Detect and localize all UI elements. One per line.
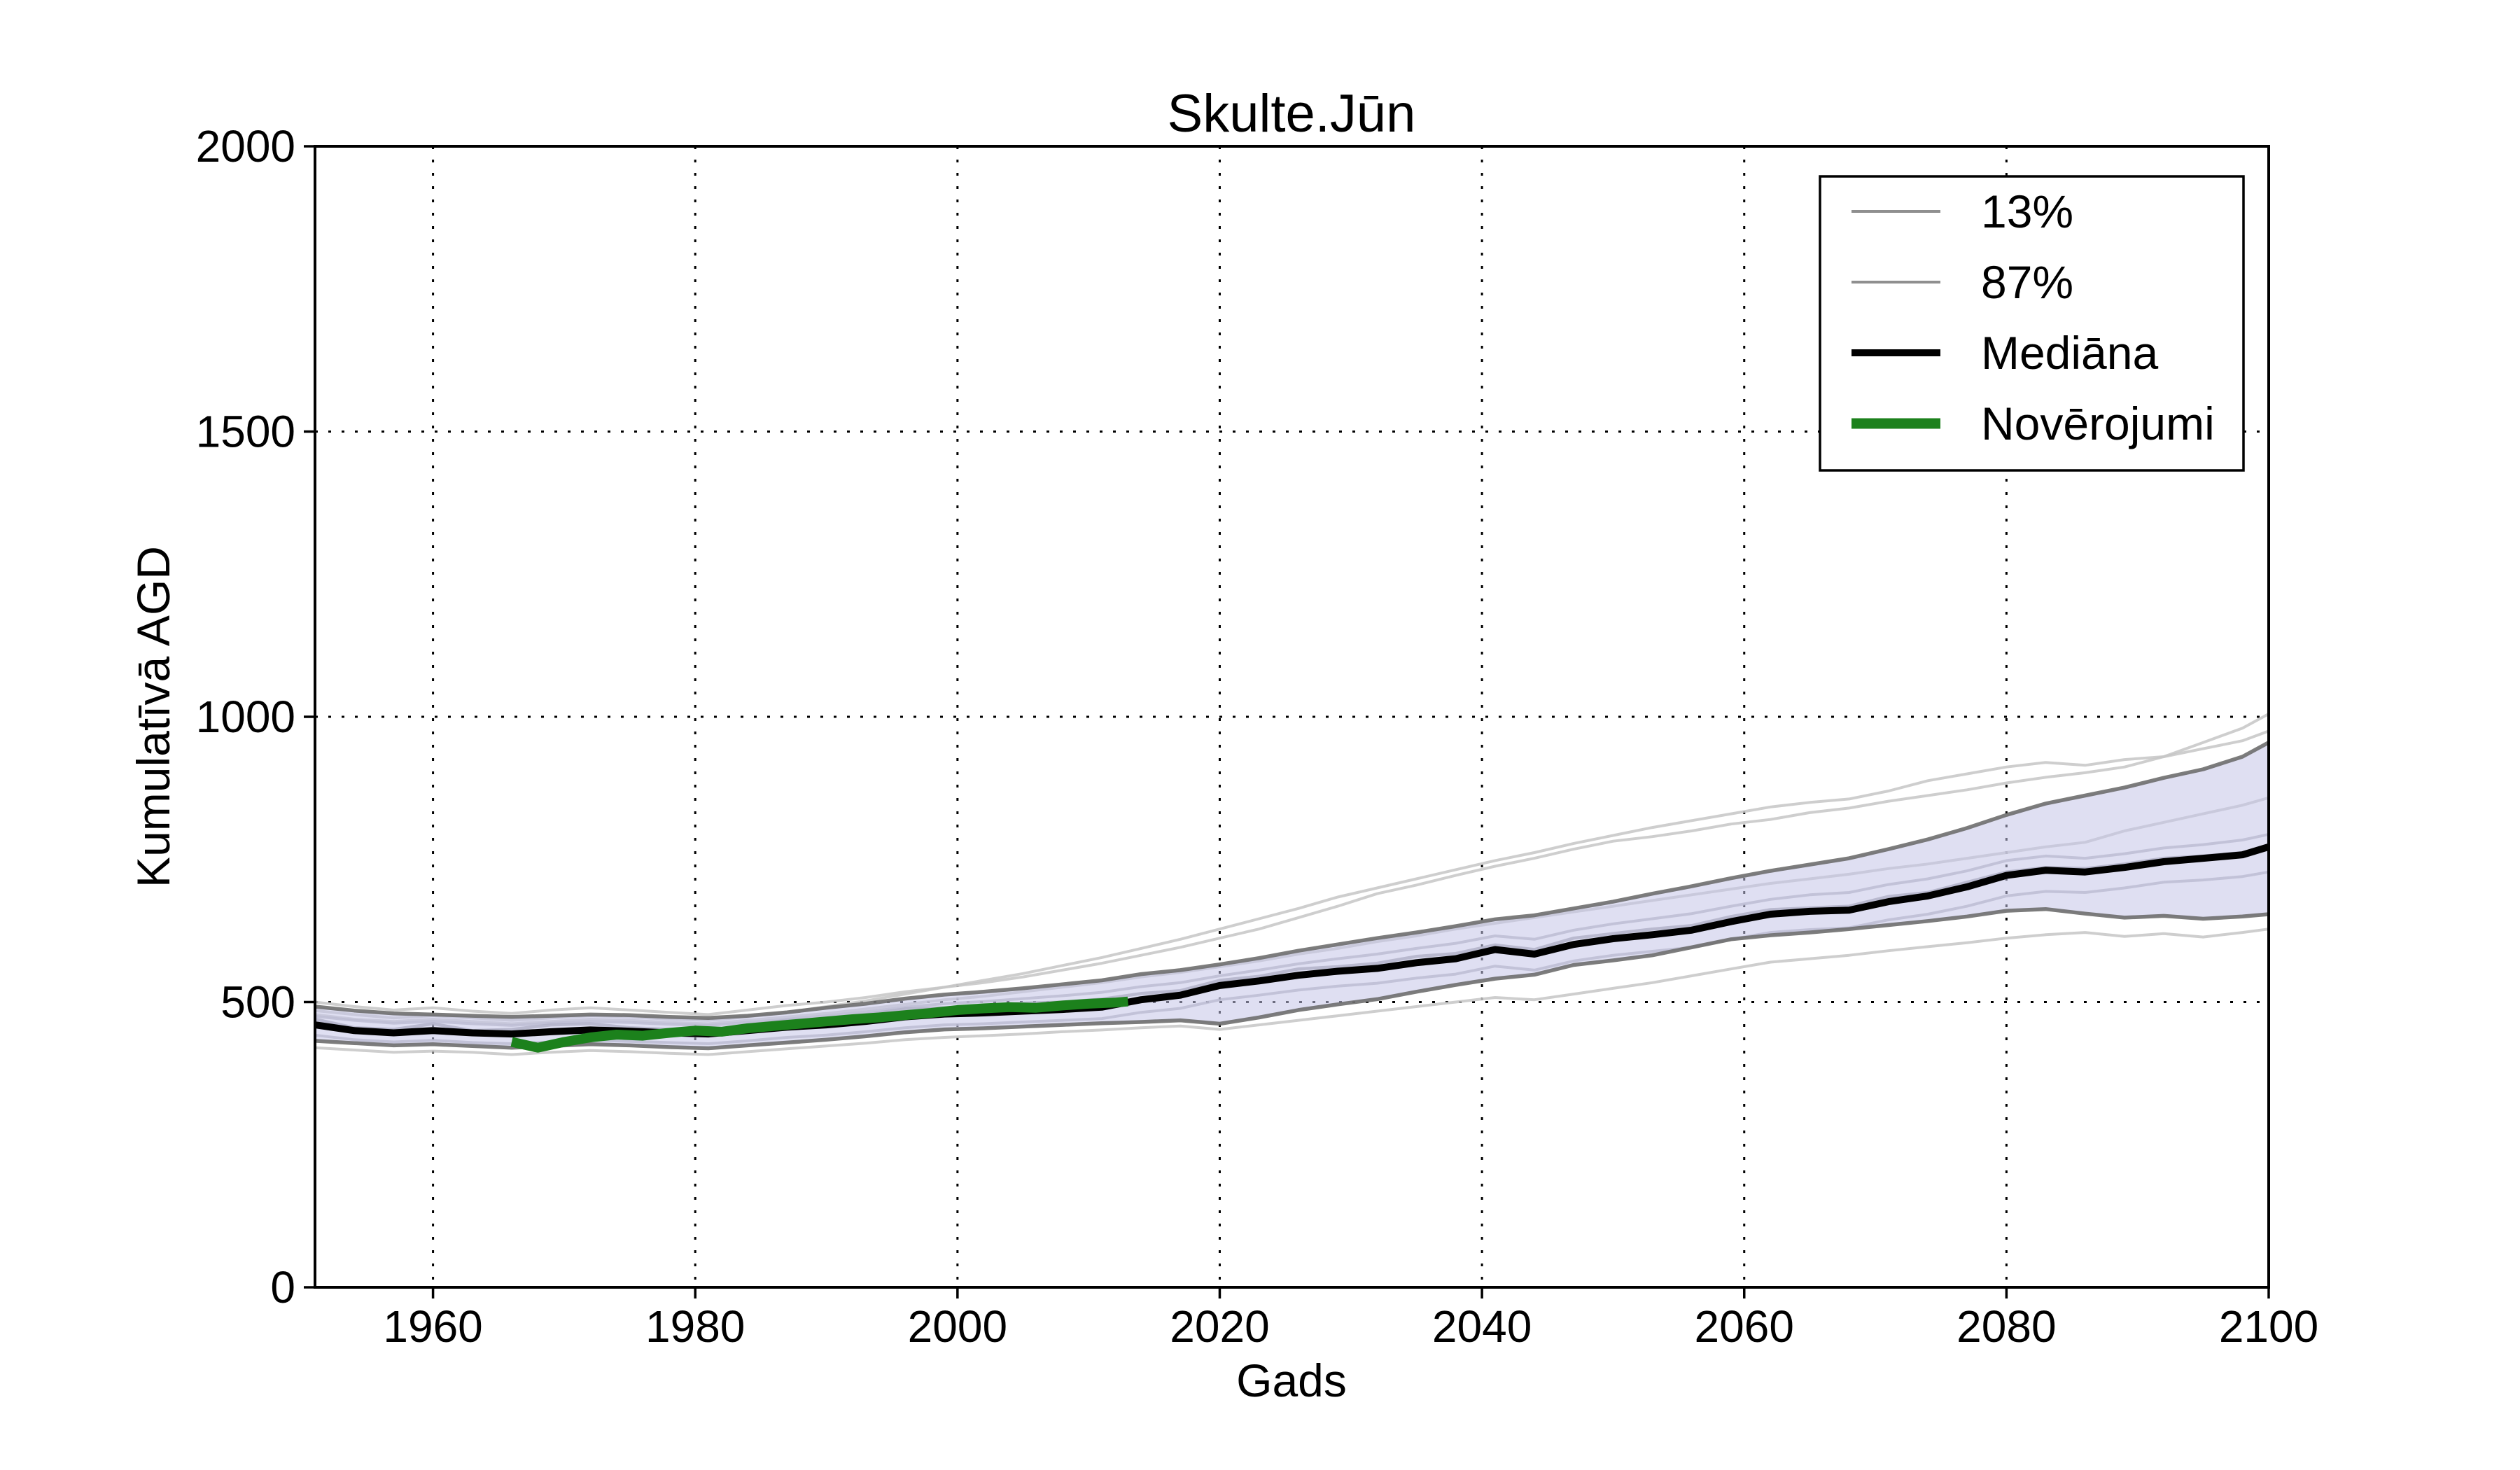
plot-frame — [314, 145, 2270, 1289]
x-tick-label-2060: 2060 — [1695, 1301, 1794, 1352]
axes-ticks: 1960 1980 2000 2020 2040 2060 2080 2100 0 500 1000… — [196, 121, 2319, 1352]
percentile-13-line — [314, 906, 2269, 1051]
x-tick-label-2080: 2080 — [1956, 1301, 2056, 1352]
ensemble-line-1 — [314, 713, 2269, 1016]
x-tick-label-2100: 2100 — [2219, 1301, 2318, 1352]
legend-label-13pct: 13% — [1981, 186, 2073, 237]
y-tick-label-2000: 2000 — [196, 121, 295, 172]
data-series — [314, 713, 2270, 1056]
x-tick-label-2020: 2020 — [1170, 1301, 1269, 1352]
x-axis-label: Gads — [1236, 1354, 1347, 1406]
percentile-87-line — [314, 741, 2270, 1021]
legend-label-87pct: 87% — [1981, 256, 2073, 308]
x-tick-label-2000: 2000 — [908, 1301, 1007, 1352]
y-tick-label-0: 0 — [270, 1262, 295, 1312]
y-axis-label: Kumulatīvā AGD — [127, 546, 179, 888]
legend-label-mediana: Mediāna — [1981, 327, 2158, 379]
legend: 13% 87% Mediāna Novērojumi — [1819, 175, 2245, 472]
y-tick-label-500: 500 — [220, 977, 295, 1028]
y-tick-label-1500: 1500 — [196, 407, 295, 457]
x-tick-label-1980: 1980 — [645, 1301, 745, 1352]
observations-line — [510, 996, 1128, 1053]
legend-label-noverojumi: Novērojumi — [1981, 398, 2215, 449]
ensemble-line-3 — [314, 927, 2269, 1056]
x-tick-label-1960: 1960 — [383, 1301, 482, 1352]
y-tick-label-1000: 1000 — [196, 692, 295, 742]
chart-title: Skulte.Jūn — [1168, 84, 1416, 144]
x-tick-label-2040: 2040 — [1432, 1301, 1532, 1352]
